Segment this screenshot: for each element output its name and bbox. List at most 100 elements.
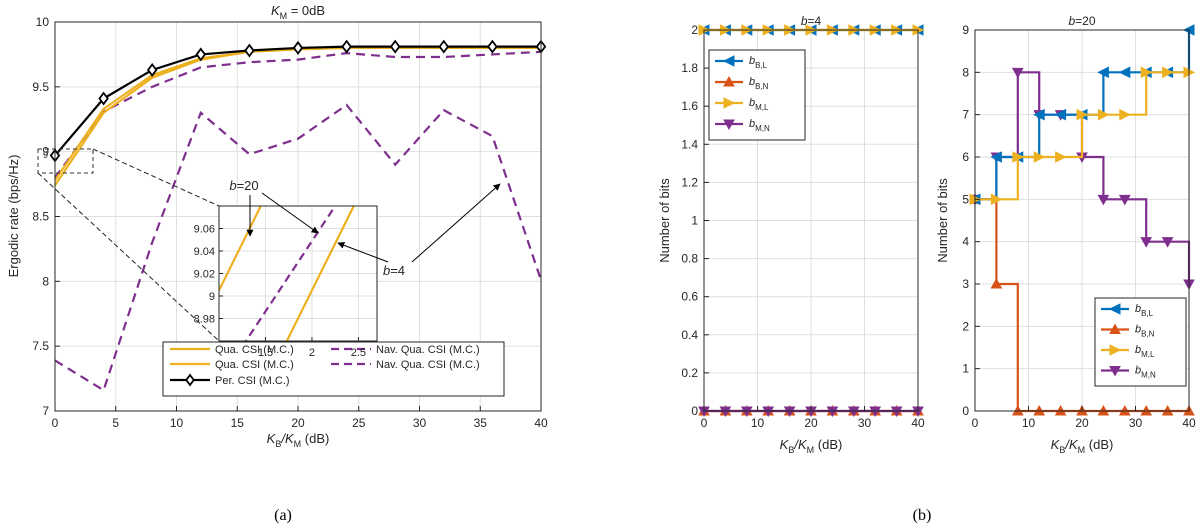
x-tick-label: 40: [534, 416, 548, 430]
caption-a: (a): [274, 507, 292, 524]
y-tick-label: 8: [962, 65, 969, 79]
data-point: [1055, 151, 1067, 163]
data-point: [1012, 151, 1024, 163]
data-point: [1118, 194, 1131, 206]
y-tick-label: 9: [962, 23, 969, 37]
inset-x-tick-label: 1.5: [258, 347, 273, 359]
inset-y-tick-label: 9: [209, 291, 215, 303]
legend-marker: [1109, 323, 1121, 334]
series-line-4: [54, 103, 543, 392]
legend-label: Nav. Qua. CSI (M.C.): [376, 344, 480, 356]
chart-panel-b-bits-b20: 0 10 20 30 40 0 1 2 3 4 5 6 7 8 9 bB,L bB,N bM,L bM,N b=20 K…: [935, 14, 1196, 455]
y-tick-label: 0.4: [681, 328, 698, 342]
y-tick-label: 7: [962, 108, 969, 122]
y-tick-label: 9: [42, 145, 49, 159]
x-tick-label: 0: [972, 416, 979, 430]
y-tick-label: 4: [962, 235, 969, 249]
x-tick-label: 20: [1075, 416, 1089, 430]
x-tick-label: 30: [858, 416, 872, 430]
legend-label: Qua. CSI (M.C.): [215, 359, 294, 371]
zoom-inset: 1.5 2 2.5 8.98 9 9.02 9.04 9.06: [194, 205, 378, 359]
y-tick-label: 1.8: [681, 61, 698, 75]
data-point: [438, 39, 450, 54]
data-point: [1119, 108, 1131, 121]
legend-label: Qua. CSI (M.C.): [215, 344, 294, 356]
legend-label: bB,L: [1135, 303, 1154, 318]
zoom-connector-line: [37, 172, 220, 342]
x-tick-label: 10: [751, 416, 765, 430]
legend-label: Per. CSI (M.C.): [215, 375, 290, 387]
y-tick-label: 6: [962, 150, 969, 164]
data-point: [1076, 108, 1089, 121]
x-tick-label: 15: [231, 416, 245, 430]
inset-y-tick-label: 9.02: [194, 269, 215, 281]
x-tick-label: 10: [170, 416, 184, 430]
legend: bB,L bB,N bM,L bM,N: [1094, 297, 1187, 387]
legend: Qua. CSI (M.C.) Qua. CSI (M.C.) Per. CSI (…: [162, 341, 505, 397]
legend-marker: [1109, 366, 1121, 377]
y-tick-label: 7.5: [32, 339, 49, 353]
y-tick-label: 0.6: [681, 290, 698, 304]
inset-x-tick-label: 2: [309, 347, 315, 359]
x-tick-label: 0: [701, 416, 708, 430]
data-point: [1118, 66, 1131, 79]
x-axis-label: KB/KM (dB): [1051, 437, 1114, 455]
data-point: [292, 40, 304, 55]
caption-b: (b): [913, 507, 932, 524]
y-axis-label: Number of bits: [657, 178, 672, 263]
arrow-b4-left: [337, 241, 389, 263]
x-tick-label: 40: [911, 416, 925, 430]
legend-marker: [1109, 344, 1122, 356]
data-point: [990, 277, 1003, 289]
x-tick-label: 20: [291, 416, 305, 430]
data-point: [1097, 66, 1109, 79]
y-tick-label: 3: [962, 277, 969, 291]
x-tick-label: 10: [1022, 416, 1036, 430]
legend-label: bM,L: [749, 97, 769, 112]
inset-lines: [219, 206, 355, 341]
legend-label: bB,L: [749, 55, 768, 70]
y-axis-label: Number of bits: [935, 178, 950, 263]
zoom-connector-line: [92, 148, 220, 207]
data-point: [146, 62, 158, 77]
legend-label: bM,L: [1135, 344, 1155, 359]
zoom-box-label: 9: [43, 150, 48, 160]
data-point: [341, 39, 352, 54]
x-tick-label: 30: [1129, 416, 1143, 430]
y-tick-label: 0.8: [681, 252, 698, 266]
chart-title: KM = 0dB: [271, 3, 325, 21]
annotation-b20: b=20: [229, 178, 258, 193]
annotation-b4: b=4: [383, 263, 405, 278]
data-point: [244, 43, 255, 58]
legend-box: [162, 341, 505, 397]
inset-series-line: [219, 206, 262, 291]
y-tick-label: 1.2: [681, 175, 698, 189]
data-point: [1140, 237, 1153, 248]
data-point: [195, 47, 207, 62]
data-point: [990, 193, 1003, 206]
y-tick-label: 1.4: [681, 137, 698, 151]
inset-y-tick-label: 9.04: [194, 246, 215, 258]
x-tick-label: 25: [352, 416, 366, 430]
y-tick-label: 0: [691, 404, 698, 418]
legend-marker: [723, 97, 736, 109]
inset-series-line: [285, 206, 355, 341]
y-tick-label: 5: [962, 192, 969, 206]
legend-label: bM,N: [1135, 365, 1156, 380]
y-tick-label: 10: [36, 15, 50, 29]
data-point: [1097, 108, 1110, 121]
series-step-line: [975, 71, 1189, 201]
legend-marker: [723, 119, 735, 131]
y-tick-label: 0.2: [681, 366, 698, 380]
arrow-b20-right: [261, 192, 319, 234]
inset-y-tick-label: 8.98: [194, 314, 215, 326]
x-tick-label: 0: [52, 416, 59, 430]
legend-label: bB,N: [1135, 324, 1155, 339]
data-point: [1033, 108, 1045, 121]
data-point: [1054, 108, 1067, 121]
data-point: [1162, 66, 1174, 79]
data-point: [389, 39, 401, 54]
inset-x-tick-label: 2.5: [351, 347, 366, 359]
y-tick-label: 8: [42, 274, 49, 288]
